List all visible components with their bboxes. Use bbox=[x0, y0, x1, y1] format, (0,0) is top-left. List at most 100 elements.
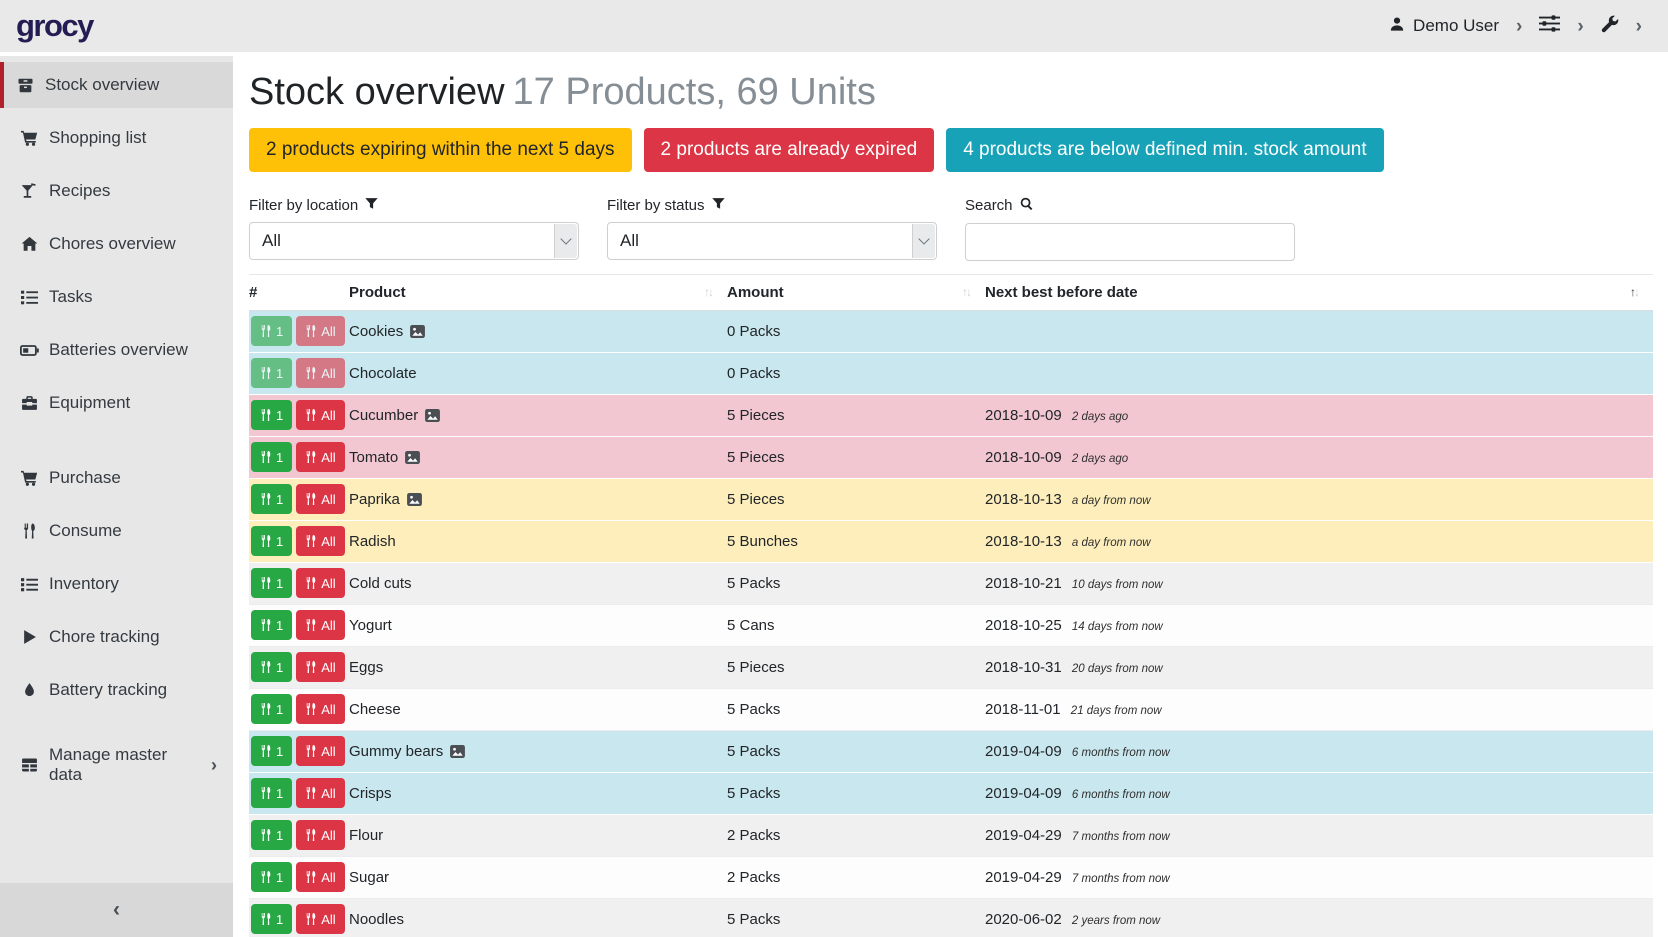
column-header-number[interactable]: # bbox=[249, 283, 258, 301]
consume-all-button[interactable]: All bbox=[296, 358, 345, 389]
product-image-icon[interactable] bbox=[450, 744, 466, 758]
table-row: 1 All Noodles 5 Packs 2020-06-02 2 years… bbox=[249, 898, 1653, 937]
utensils-icon bbox=[306, 535, 316, 548]
consume-all-button[interactable]: All bbox=[296, 568, 345, 599]
sidebar-item-chores-overview[interactable]: Chores overview bbox=[0, 221, 233, 267]
product-name: Flour bbox=[349, 826, 384, 844]
consume-all-button[interactable]: All bbox=[296, 736, 345, 767]
consume-one-button[interactable]: 1 bbox=[251, 484, 293, 515]
consume-one-button[interactable]: 1 bbox=[251, 358, 293, 389]
sidebar-item-label: Consume bbox=[49, 521, 122, 540]
sidebar-item-inventory[interactable]: Inventory bbox=[0, 561, 233, 607]
consume-all-button[interactable]: All bbox=[296, 778, 345, 809]
bbd-date: 2019-04-29 bbox=[985, 868, 1062, 886]
consume-all-button[interactable]: All bbox=[296, 862, 345, 893]
consume-one-button[interactable]: 1 bbox=[251, 652, 293, 683]
sort-icon[interactable]: ↑↓ bbox=[962, 285, 972, 300]
sidebar-item-chore-tracking[interactable]: Chore tracking bbox=[0, 614, 233, 660]
below-min-stock-alert[interactable]: 4 products are below defined min. stock … bbox=[946, 127, 1384, 172]
bbd-note: 7 months from now bbox=[1071, 872, 1170, 885]
sidebar-item-purchase[interactable]: Purchase bbox=[0, 455, 233, 501]
utensils-icon bbox=[306, 661, 316, 674]
location-filter-select[interactable]: All bbox=[249, 221, 579, 260]
product-image-icon[interactable] bbox=[410, 324, 426, 338]
chevron-right-icon[interactable]: › bbox=[1635, 15, 1642, 37]
expired-products-alert[interactable]: 2 products are already expired bbox=[643, 127, 935, 172]
consume-all-button[interactable]: All bbox=[296, 820, 345, 851]
utensils-icon bbox=[306, 871, 316, 884]
settings-menu[interactable] bbox=[1539, 15, 1561, 37]
consume-one-button[interactable]: 1 bbox=[251, 736, 293, 767]
bbd-note: 2 days ago bbox=[1071, 410, 1129, 423]
consume-one-button[interactable]: 1 bbox=[251, 610, 293, 641]
page-title-text: Stock overview bbox=[249, 71, 505, 113]
utensils-icon bbox=[306, 325, 316, 338]
filter-icon bbox=[711, 197, 725, 214]
bbd-date: 2018-10-13 bbox=[985, 490, 1062, 508]
sort-icon[interactable]: ↑↓ bbox=[1630, 285, 1640, 300]
sidebar-item-battery-tracking[interactable]: Battery tracking bbox=[0, 667, 233, 713]
consume-one-button[interactable]: 1 bbox=[251, 316, 293, 347]
sort-icon[interactable]: ↑↓ bbox=[704, 285, 714, 300]
search-input[interactable] bbox=[965, 222, 1295, 261]
utensils-icon bbox=[306, 787, 316, 800]
column-header-amount[interactable]: Amount ↑↓ bbox=[727, 283, 972, 301]
product-image-icon[interactable] bbox=[425, 408, 441, 422]
user-menu[interactable]: Demo User bbox=[1389, 16, 1499, 37]
chevron-right-icon[interactable]: › bbox=[1577, 15, 1584, 37]
stock-table: # Product ↑↓ Amount ↑↓ Next best before da… bbox=[249, 273, 1653, 937]
sidebar-item-tasks[interactable]: Tasks bbox=[0, 274, 233, 320]
column-header-best-before[interactable]: Next best before date ↑↓ bbox=[985, 283, 1640, 301]
consume-one-button[interactable]: 1 bbox=[251, 526, 293, 557]
sidebar-collapse-button[interactable]: ‹ bbox=[0, 883, 233, 937]
product-image-icon[interactable] bbox=[405, 450, 421, 464]
bbd-note: 6 months from now bbox=[1071, 788, 1170, 801]
sidebar-item-consume[interactable]: Consume bbox=[0, 508, 233, 554]
consume-one-button[interactable]: 1 bbox=[251, 442, 293, 473]
chevron-right-icon: › bbox=[211, 754, 217, 775]
sidebar-item-shopping-list[interactable]: Shopping list bbox=[0, 115, 233, 161]
consume-one-button[interactable]: 1 bbox=[251, 820, 293, 851]
sidebar-item-equipment[interactable]: Equipment bbox=[0, 380, 233, 426]
consume-one-button[interactable]: 1 bbox=[251, 400, 293, 431]
consume-all-button[interactable]: All bbox=[296, 484, 345, 515]
consume-one-button[interactable]: 1 bbox=[251, 904, 293, 935]
chevron-left-icon: ‹ bbox=[113, 898, 120, 921]
utensils-icon bbox=[306, 913, 316, 926]
consume-all-button[interactable]: All bbox=[296, 316, 345, 347]
column-header-product[interactable]: Product ↑↓ bbox=[349, 283, 714, 301]
consume-all-button[interactable]: All bbox=[296, 652, 345, 683]
admin-menu[interactable] bbox=[1601, 15, 1619, 38]
utensils-icon bbox=[306, 577, 316, 590]
sidebar-item-batteries-overview[interactable]: Batteries overview bbox=[0, 327, 233, 373]
bbd-note: a day from now bbox=[1071, 536, 1151, 549]
table-icon bbox=[19, 757, 39, 773]
consume-one-button[interactable]: 1 bbox=[251, 778, 293, 809]
consume-all-button[interactable]: All bbox=[296, 442, 345, 473]
sidebar-item-label: Stock overview bbox=[45, 75, 160, 94]
sidebar-item-label: Batteries overview bbox=[49, 340, 188, 359]
tasks-icon bbox=[19, 290, 39, 305]
consume-all-button[interactable]: All bbox=[296, 694, 345, 725]
grocy-logo[interactable]: grocy bbox=[16, 8, 94, 43]
product-name: Eggs bbox=[349, 658, 384, 676]
consume-all-button[interactable]: All bbox=[296, 526, 345, 557]
status-filter-select[interactable]: All bbox=[607, 221, 937, 260]
sidebar-item-manage-master-data[interactable]: Manage master data › bbox=[0, 742, 233, 788]
top-navbar: grocy Demo User › › › bbox=[0, 0, 1668, 52]
search-label: Search bbox=[965, 197, 1295, 215]
consume-one-button[interactable]: 1 bbox=[251, 568, 293, 599]
consume-all-button[interactable]: All bbox=[296, 400, 345, 431]
sidebar-item-stock-overview[interactable]: Stock overview bbox=[0, 62, 233, 108]
product-image-icon[interactable] bbox=[406, 492, 422, 506]
consume-one-button[interactable]: 1 bbox=[251, 694, 293, 725]
chevron-right-icon[interactable]: › bbox=[1516, 15, 1523, 37]
utensils-icon bbox=[19, 523, 39, 539]
bbd-date: 2018-10-31 bbox=[985, 658, 1062, 676]
sidebar-item-recipes[interactable]: Recipes bbox=[0, 168, 233, 214]
consume-all-button[interactable]: All bbox=[296, 610, 345, 641]
consume-one-button[interactable]: 1 bbox=[251, 862, 293, 893]
amount-cell: 5 Bunches bbox=[727, 532, 798, 550]
consume-all-button[interactable]: All bbox=[296, 904, 345, 935]
expiring-products-alert[interactable]: 2 products expiring within the next 5 da… bbox=[249, 127, 632, 172]
